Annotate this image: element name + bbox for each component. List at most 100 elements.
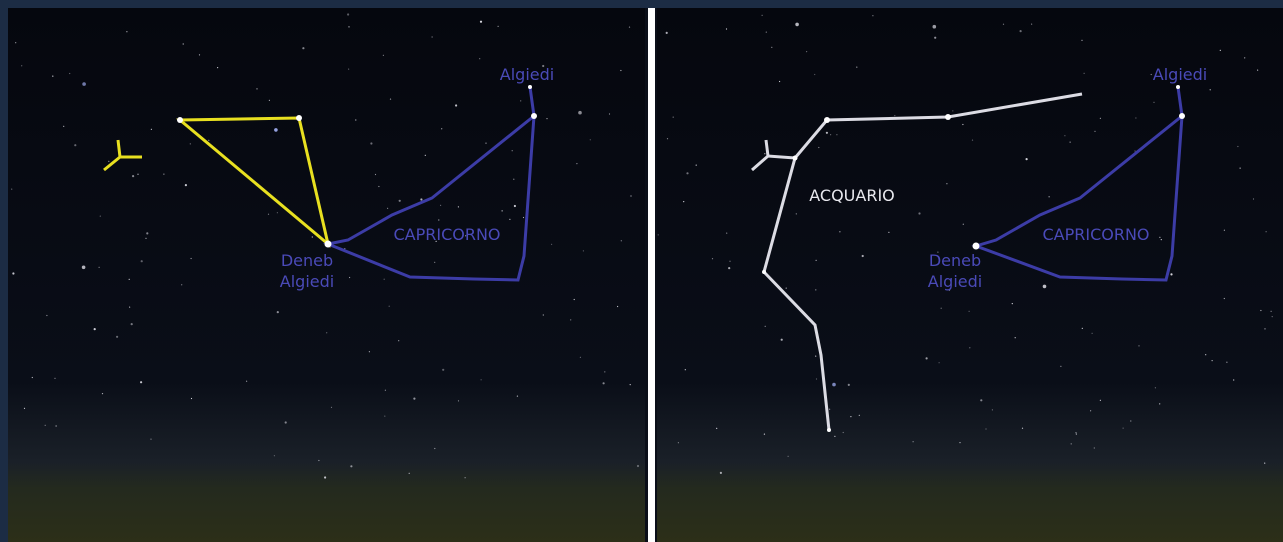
star-label: Algiedi xyxy=(500,65,554,84)
star xyxy=(573,298,575,301)
star xyxy=(779,80,781,83)
star xyxy=(628,26,631,28)
star xyxy=(485,142,487,144)
star xyxy=(582,250,585,252)
star xyxy=(1031,23,1033,25)
star xyxy=(686,172,689,175)
star xyxy=(551,243,553,245)
star xyxy=(217,67,219,69)
star xyxy=(719,471,723,474)
star xyxy=(761,14,763,16)
star xyxy=(542,64,545,68)
star xyxy=(132,175,135,178)
star xyxy=(408,472,410,474)
star xyxy=(1002,23,1005,25)
star xyxy=(620,69,622,72)
star xyxy=(389,98,392,100)
star xyxy=(128,278,130,280)
star xyxy=(765,31,767,33)
star xyxy=(636,464,640,468)
star xyxy=(457,206,459,208)
star xyxy=(657,234,659,236)
star xyxy=(1021,427,1024,429)
star xyxy=(1134,150,1136,152)
star xyxy=(764,325,766,327)
star xyxy=(726,232,728,234)
star xyxy=(1270,310,1272,312)
star xyxy=(579,356,582,358)
star xyxy=(940,307,942,309)
star xyxy=(480,379,482,381)
star xyxy=(850,416,852,418)
star xyxy=(383,278,385,280)
star xyxy=(11,188,13,190)
star xyxy=(1135,117,1137,119)
star xyxy=(980,399,983,402)
star xyxy=(861,254,864,258)
star xyxy=(326,332,328,334)
star xyxy=(1093,447,1095,449)
star-label: Deneb xyxy=(929,251,981,270)
star xyxy=(962,123,964,126)
star xyxy=(1265,231,1267,233)
star xyxy=(420,198,423,201)
star xyxy=(284,421,287,424)
star xyxy=(937,251,939,253)
star xyxy=(374,173,377,176)
star xyxy=(1159,403,1161,405)
star xyxy=(424,154,426,156)
star xyxy=(716,427,718,429)
star xyxy=(130,323,133,326)
star xyxy=(398,199,401,202)
star xyxy=(952,110,954,112)
star xyxy=(163,173,165,175)
star xyxy=(256,88,258,90)
star xyxy=(190,397,193,400)
star xyxy=(520,100,522,102)
star xyxy=(1223,297,1225,300)
star xyxy=(546,118,548,120)
star xyxy=(497,25,499,27)
star xyxy=(23,407,26,409)
star xyxy=(1244,57,1246,59)
star xyxy=(1170,273,1173,276)
star xyxy=(938,362,940,364)
star xyxy=(806,51,808,53)
aquarius-lines xyxy=(751,92,1083,431)
star xyxy=(387,207,389,209)
star xyxy=(815,289,817,291)
star xyxy=(457,400,460,402)
star xyxy=(455,104,458,107)
star xyxy=(311,236,313,238)
star xyxy=(818,146,820,149)
star xyxy=(31,376,33,379)
star xyxy=(1083,72,1085,74)
star xyxy=(464,477,466,479)
star xyxy=(181,284,183,286)
divider xyxy=(648,8,655,542)
star xyxy=(1154,387,1156,389)
star xyxy=(302,47,305,50)
star xyxy=(382,54,384,56)
star xyxy=(946,183,948,185)
star xyxy=(847,383,850,386)
star xyxy=(435,240,437,242)
star xyxy=(479,58,481,60)
star xyxy=(1260,309,1262,312)
star xyxy=(871,193,873,195)
star xyxy=(912,441,914,443)
star xyxy=(795,22,799,27)
star xyxy=(276,311,279,314)
star xyxy=(576,163,578,165)
star xyxy=(1160,239,1162,241)
star xyxy=(21,65,23,67)
star xyxy=(815,355,817,357)
star xyxy=(146,232,149,235)
star xyxy=(630,195,632,197)
star xyxy=(1019,30,1022,33)
star xyxy=(511,150,513,152)
star xyxy=(324,476,327,479)
star xyxy=(1264,462,1266,464)
star xyxy=(441,128,443,130)
star xyxy=(815,259,817,261)
